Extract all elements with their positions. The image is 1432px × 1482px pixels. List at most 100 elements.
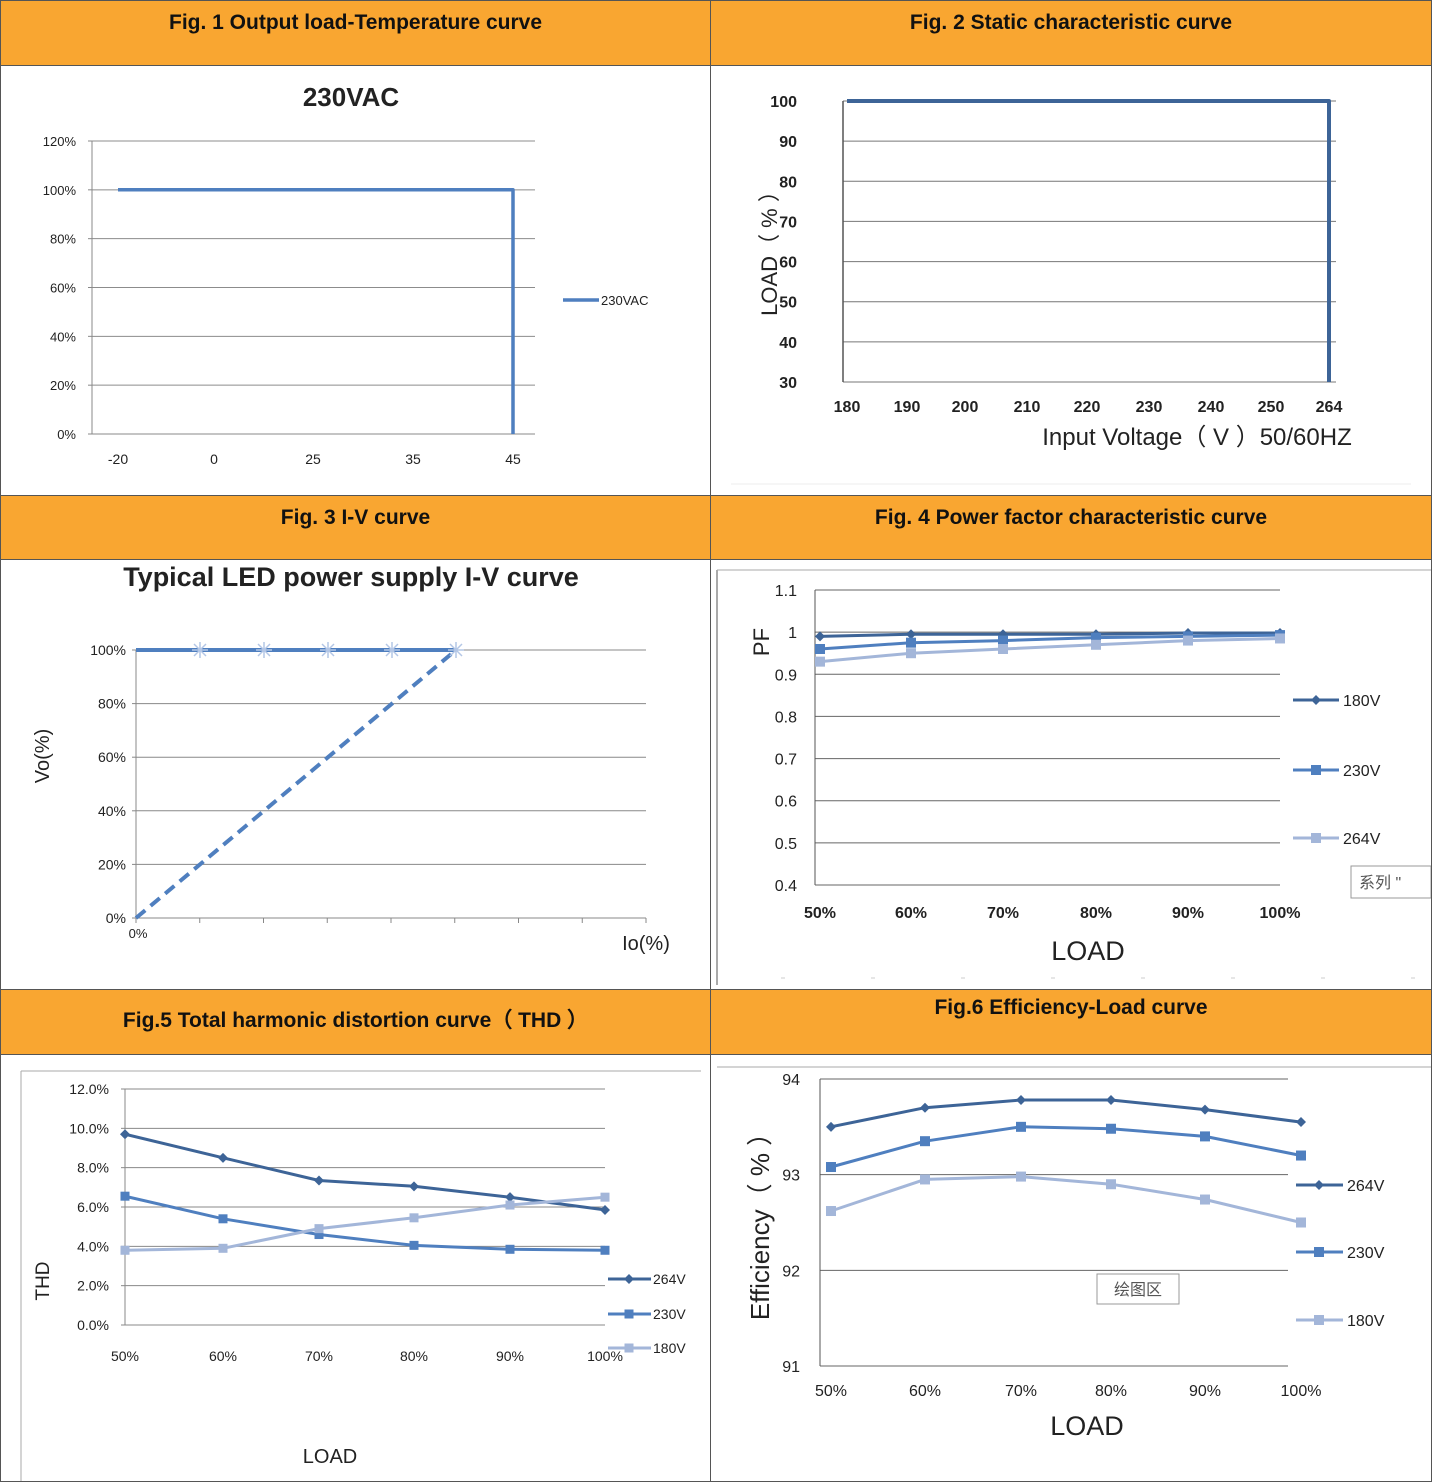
series-230vac-line: [118, 188, 515, 434]
data-point: [1106, 1179, 1116, 1190]
panel-1-title: Fig. 1 Output load-Temperature curve: [169, 11, 542, 34]
panel-4-body: 0.4 0.5 0.6 0.7 0.8 0.9 1 1.1 50% 60% 70% 80% 90% 100…: [710, 559, 1432, 990]
chart-3-title: Typical LED power supply I-V curve: [123, 562, 579, 592]
series-marker: [384, 642, 400, 658]
panel-4-title: Fig. 4 Power factor characteristic curve: [874, 506, 1268, 529]
legend-marker: [1311, 833, 1321, 843]
data-point: [505, 1192, 515, 1203]
x-axis-label: Input Voltage（ V ）50/60HZ: [1042, 424, 1352, 451]
data-point: [409, 1213, 419, 1223]
y-tick-label: 100%: [90, 642, 126, 658]
panel-5-body: 0.0% 2.0% 4.0% 6.0% 8.0% 10.0% 12.0% 50% 60% 70% 8…: [0, 1054, 711, 1482]
data-point: [409, 1240, 419, 1250]
series-230V-line: [830, 1125, 1302, 1169]
data-point: [314, 1230, 324, 1240]
legend-230vac-label: 230VAC: [601, 293, 648, 308]
y-tick-label: 80%: [98, 696, 126, 712]
data-point: [826, 1121, 836, 1132]
y-tick-label: 0%: [57, 427, 76, 442]
series-dashed-line: [134, 648, 458, 920]
data-point: [1200, 1131, 1210, 1142]
x-tick-label: 25: [305, 451, 321, 467]
data-point: [815, 644, 825, 654]
panel-6-title: Fig.6 Efficiency-Load curve: [934, 996, 1208, 1019]
chart-1: 230VAC 0% 20% 40% 60% 80% 100% 120% -20 0 25 35 45 23…: [43, 82, 649, 467]
panel-2-header: Fig. 2 Static characteristic curve: [710, 0, 1432, 66]
series-marker: [448, 642, 464, 658]
chart-3: Typical LED power supply I-V curve 0% 20% 4…: [32, 562, 670, 955]
data-point: [1275, 633, 1285, 644]
data-point: [1106, 1095, 1116, 1106]
x-tick-label: 210: [1014, 399, 1041, 416]
series-264V-line: [124, 1132, 606, 1212]
x-tick-label: 250: [1258, 399, 1285, 416]
x-axis-label: Io(%): [622, 933, 670, 955]
y-tick-label: 4.0%: [77, 1238, 109, 1254]
y-tick-label: 80%: [50, 232, 76, 247]
y-tick-label: 0.8: [775, 709, 797, 726]
chart-2: 30 40 50 60 70 80 90 100 180 190 200 210 220 230 240 25…: [731, 94, 1411, 485]
x-tick-label: -20: [108, 451, 128, 467]
data-point: [906, 629, 916, 640]
legend-marker: [1314, 1247, 1324, 1257]
data-point: [1200, 1104, 1210, 1115]
chart-6: 91 92 93 94 50% 60% 70% 80% 90% 100% LOAD Efficienc…: [717, 1066, 1431, 1441]
y-tick-label: 120%: [43, 134, 77, 149]
x-tick-label: 90%: [1172, 905, 1204, 922]
y-tick-label: 60%: [98, 749, 126, 765]
x-tick-label: 45: [505, 451, 521, 467]
data-point: [1016, 1121, 1026, 1132]
panel-5-title: Fig.5 Total harmonic distortion curve（ T…: [122, 1009, 589, 1032]
panel-3-body: Typical LED power supply I-V curve 0% 20% 4…: [0, 559, 711, 990]
x-tick-label: 60%: [909, 1383, 941, 1400]
data-point: [1296, 1217, 1306, 1228]
data-point: [409, 1181, 419, 1192]
chart-4: 0.4 0.5 0.6 0.7 0.8 0.9 1 1.1 50% 60% 70% 80% 90% 100…: [716, 569, 1431, 985]
data-point: [826, 1162, 836, 1173]
y-tick-label: 20%: [50, 378, 76, 393]
data-point: [1296, 1150, 1306, 1161]
panel-2-title: Fig. 2 Static characteristic curve: [909, 11, 1233, 34]
data-point: [920, 1174, 930, 1185]
data-point: [826, 1206, 836, 1217]
x-tick-label: 50%: [815, 1383, 847, 1400]
x-tick-label: 80%: [1095, 1383, 1127, 1400]
x-tick-label: 180: [834, 399, 861, 416]
y-tick-label: 0.4: [775, 878, 797, 895]
x-tick-label: 80%: [400, 1348, 428, 1364]
y-tick-label: 40: [779, 335, 797, 352]
legend-180V-label: 180V: [1343, 693, 1381, 710]
x-tick-label: 0: [210, 451, 218, 467]
tooltip-text: 系列 ": [1359, 874, 1401, 892]
x-tick-label: 200: [952, 399, 979, 416]
legend-180V-label: 180V: [653, 1340, 686, 1356]
x-tick-label: 240: [1198, 399, 1225, 416]
x-tick-label: 264: [1316, 399, 1343, 416]
data-point: [505, 1200, 515, 1210]
y-tick-label: 10.0%: [69, 1120, 109, 1136]
x-tick-label: 90%: [1189, 1383, 1221, 1400]
y-axis-label: THD: [33, 1261, 54, 1300]
x-tick-label: 0%: [129, 926, 148, 941]
legend-marker: [1311, 695, 1321, 705]
y-tick-label: 0.9: [775, 667, 797, 684]
data-point: [815, 656, 825, 667]
data-point: [1200, 1194, 1210, 1205]
y-axis-label: PF: [749, 628, 774, 656]
x-tick-label: 190: [894, 399, 921, 416]
legend-180V-label: 180V: [1347, 1313, 1385, 1330]
tooltip-text: 绘图区: [1114, 1281, 1162, 1299]
y-axis-label: LOAD（ % ）: [757, 180, 782, 316]
y-tick-label: 1: [788, 625, 797, 642]
y-tick-label: 40%: [98, 803, 126, 819]
y-tick-label: 0.7: [775, 752, 797, 769]
data-point: [906, 637, 916, 648]
data-point: [600, 1204, 610, 1215]
data-point: [998, 635, 1008, 646]
legend-marker: [624, 1309, 634, 1319]
panel-3-title: Fig. 3 I-V curve: [280, 506, 431, 529]
x-tick-label: 100%: [1260, 905, 1301, 922]
y-tick-label: 91: [782, 1359, 800, 1376]
legend-264V-label: 264V: [1347, 1178, 1385, 1195]
